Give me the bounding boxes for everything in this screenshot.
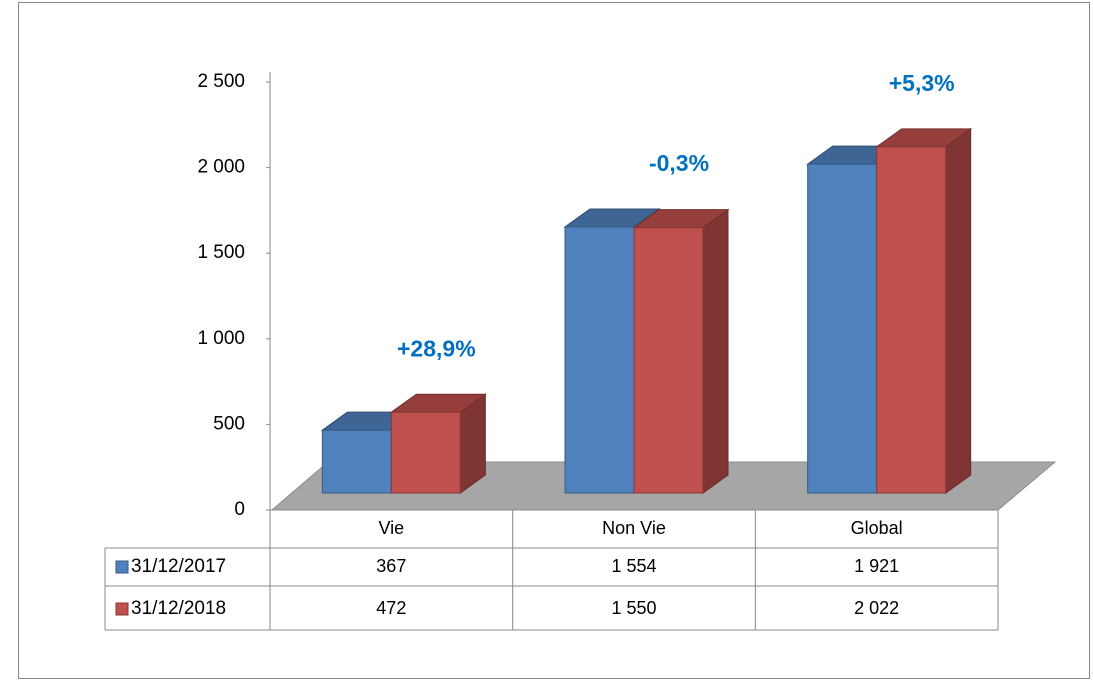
table-value: 472 [376, 598, 406, 618]
legend-label: 31/12/2017 [131, 556, 226, 577]
table-value: 367 [376, 556, 406, 576]
table-value: 1 554 [611, 556, 656, 576]
bar-side [945, 127, 972, 494]
legend-key [115, 560, 129, 574]
bar [390, 411, 461, 494]
y-tick-label: 1 500 [197, 242, 245, 263]
x-tick-label: Vie [378, 518, 404, 538]
y-tick-label: 1 000 [197, 328, 245, 349]
y-tick-label: 500 [213, 413, 245, 434]
annotation: +28,9% [397, 335, 476, 361]
annotation: +5,3% [889, 70, 955, 96]
y-tick-label: 2 500 [197, 71, 245, 92]
legend-key [115, 602, 129, 616]
bar [564, 226, 635, 494]
y-tick-label: 2 000 [197, 157, 245, 178]
bar [876, 146, 947, 494]
bar-side [702, 208, 729, 494]
table-value: 1 921 [854, 556, 899, 576]
table-value: 1 550 [611, 598, 656, 618]
legend-label: 31/12/2018 [131, 598, 226, 619]
x-tick-label: Global [851, 518, 903, 538]
x-tick-label: Non Vie [602, 518, 666, 538]
bar [321, 429, 392, 494]
y-tick-label: 0 [234, 499, 245, 520]
table-value: 2 022 [854, 598, 899, 618]
annotation: -0,3% [649, 150, 709, 176]
bar [807, 163, 878, 494]
bar [633, 227, 704, 494]
